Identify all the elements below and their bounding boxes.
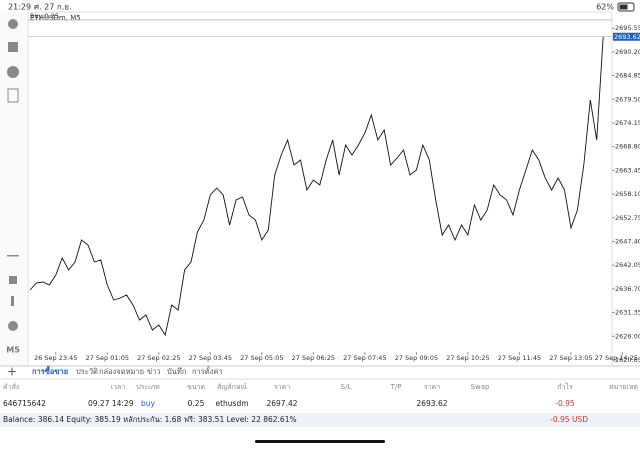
- y-tick-label: 2631.35: [615, 309, 640, 317]
- price-line-series: [29, 36, 604, 337]
- x-tick-label: 27 Sep 01:05: [86, 354, 129, 362]
- y-tick-label: 2674.15: [615, 119, 640, 127]
- icon[interactable]: [8, 19, 18, 29]
- column-header: Swap: [471, 383, 490, 391]
- icon[interactable]: [7, 255, 19, 257]
- x-tick-label: 27 Sep 14:25: [595, 354, 638, 362]
- icon[interactable]: [7, 66, 19, 78]
- y-tick-label: 2626.00: [615, 332, 640, 340]
- x-tick-label: 27 Sep 05:05: [240, 354, 283, 362]
- trade-label: Buy 0.25: [30, 12, 59, 20]
- x-tick-label: 27 Sep 13:05: [549, 354, 592, 362]
- y-tick-label: 2663.45: [615, 166, 640, 174]
- status-date: ศ. 27 ก.ย.: [34, 3, 72, 12]
- y-tick-label: 2658.10: [615, 190, 640, 198]
- timeframe[interactable]: M5: [6, 346, 20, 355]
- balance-profit: -0.95 USD: [550, 415, 588, 424]
- column-header: S/L: [341, 383, 352, 391]
- battery-fill: [619, 4, 628, 10]
- y-tick-label: 2620.65: [615, 356, 640, 364]
- icon[interactable]: [8, 42, 18, 52]
- y-tick-label: 2690.20: [615, 48, 640, 56]
- x-tick-label: 27 Sep 10:25: [446, 354, 489, 362]
- x-tick-label: 26 Sep 23:45: [34, 354, 77, 362]
- column-header: ราคา: [424, 383, 440, 391]
- x-tick-label: 27 Sep 03:45: [189, 354, 232, 362]
- icon[interactable]: [9, 276, 17, 284]
- y-tick-label: 2679.50: [615, 95, 640, 103]
- toolbar-icons: [7, 19, 19, 331]
- column-header: หมายเหตุ: [609, 383, 638, 391]
- table-cell: 2693.62: [416, 399, 447, 408]
- column-header: เวลา: [111, 383, 126, 391]
- y-tick-label: 2636.70: [615, 285, 640, 293]
- table-cell: ethusdm: [215, 399, 248, 408]
- x-tick-label: 27 Sep 02:25: [137, 354, 180, 362]
- table-cell: 646715642: [3, 399, 46, 408]
- battery-icon: [617, 2, 635, 12]
- column-header: สัญลักษณ์: [217, 383, 247, 391]
- column-header: คำสั่ง: [3, 382, 19, 391]
- tab[interactable]: กล่องจดหมาย: [99, 367, 144, 376]
- column-header: ประเภท: [136, 383, 160, 391]
- y-tick-label: 2684.85: [615, 72, 640, 80]
- table-cell: -0.95: [555, 399, 575, 408]
- price-tag-label: 2693.62: [614, 33, 640, 41]
- add-button[interactable]: +: [7, 365, 17, 379]
- y-tick-label: 2668.80: [615, 143, 640, 151]
- symbol: ETHUSDm, M5: [30, 14, 81, 22]
- table-cell: 09.27 14:29: [88, 399, 134, 408]
- x-tick-label: 27 Sep 07:45: [343, 354, 386, 362]
- y-tick-label: 2647.40: [615, 237, 640, 245]
- icon[interactable]: [8, 321, 18, 331]
- column-header: กำไร: [557, 382, 573, 391]
- status-battery: 62%: [596, 3, 614, 12]
- tab[interactable]: ประวัติ: [76, 367, 98, 376]
- price-tag: [613, 32, 640, 41]
- y-tick-label: 2695.55: [615, 24, 640, 32]
- tab[interactable]: ข่าว: [147, 367, 161, 376]
- column-header: ราคา: [274, 383, 290, 391]
- x-tick-label: 27 Sep 06:25: [292, 354, 335, 362]
- tab[interactable]: การซื้อขาย: [32, 365, 68, 376]
- balance-text: Balance: 386.14 Equity: 385.19 หลักประกั…: [3, 415, 297, 424]
- icon[interactable]: [7, 88, 19, 103]
- y-tick-label: 2652.75: [615, 214, 640, 222]
- table-cell: 2697.42: [266, 399, 297, 408]
- column-header: ขนาด: [187, 383, 205, 391]
- table: คำสั่ง เวลา ประเภท ขนาด สัญลักษณ์ ราคา S/L T/P ร…: [3, 382, 638, 408]
- icon[interactable]: [11, 296, 14, 306]
- table-cell: 0.25: [188, 399, 205, 408]
- status-time: 21:29: [8, 3, 31, 12]
- y-tick-label: 2642.05: [615, 261, 640, 269]
- x-tick-label: 27 Sep 11:45: [498, 354, 541, 362]
- home-indicator: [255, 440, 385, 443]
- toolbar: [0, 12, 26, 366]
- tab[interactable]: การตั้งค่า: [192, 366, 223, 376]
- column-header: T/P: [390, 383, 402, 391]
- table-cell: buy: [141, 399, 156, 408]
- x-tick-label: 27 Sep 09:05: [395, 354, 438, 362]
- tabs: การซื้อขาย ประวัติ กล่องจดหมาย ข่าว บันทึก กา…: [32, 365, 223, 376]
- balance-bar: [0, 413, 640, 427]
- tab[interactable]: บันทึก: [167, 367, 186, 376]
